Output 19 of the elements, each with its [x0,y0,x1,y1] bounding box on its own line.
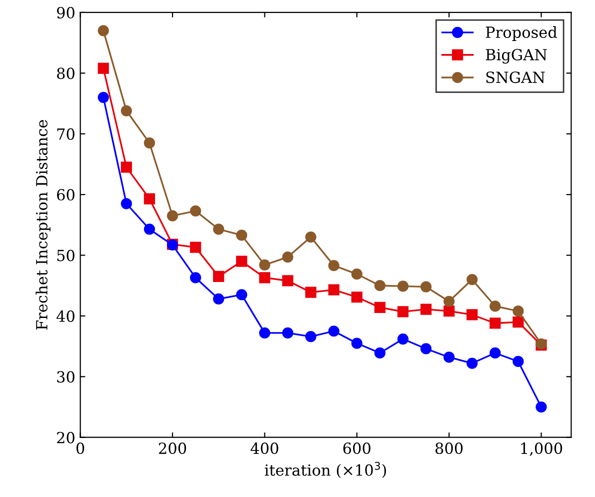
x-tick-label: 1,000 [521,442,562,456]
x-tick-label: 800 [436,442,463,454]
legend-label: SNGAN [486,72,545,84]
legend-label: BigGAN [486,48,547,64]
y-tick-label: 30 [57,371,74,383]
y-tick-label: 50 [57,250,74,262]
y-tick-label: 60 [57,189,74,201]
y-tick-label: 80 [57,68,74,80]
x-tick-label: 200 [158,442,186,454]
x-tick-label: 0 [76,442,84,454]
y-axis-title: Frechet Inception Distance [36,120,50,330]
x-axis-title: iteration (×10$^{3}$) [264,462,386,478]
y-tick-label: 40 [56,310,74,322]
x-tick-label: 600 [343,442,370,454]
y-tick-label: 70 [57,128,74,140]
x-tick-label: 400 [250,442,278,454]
y-tick-label: 20 [57,432,74,444]
legend-label: Proposed [486,26,558,41]
y-tick-label: 90 [56,6,74,18]
